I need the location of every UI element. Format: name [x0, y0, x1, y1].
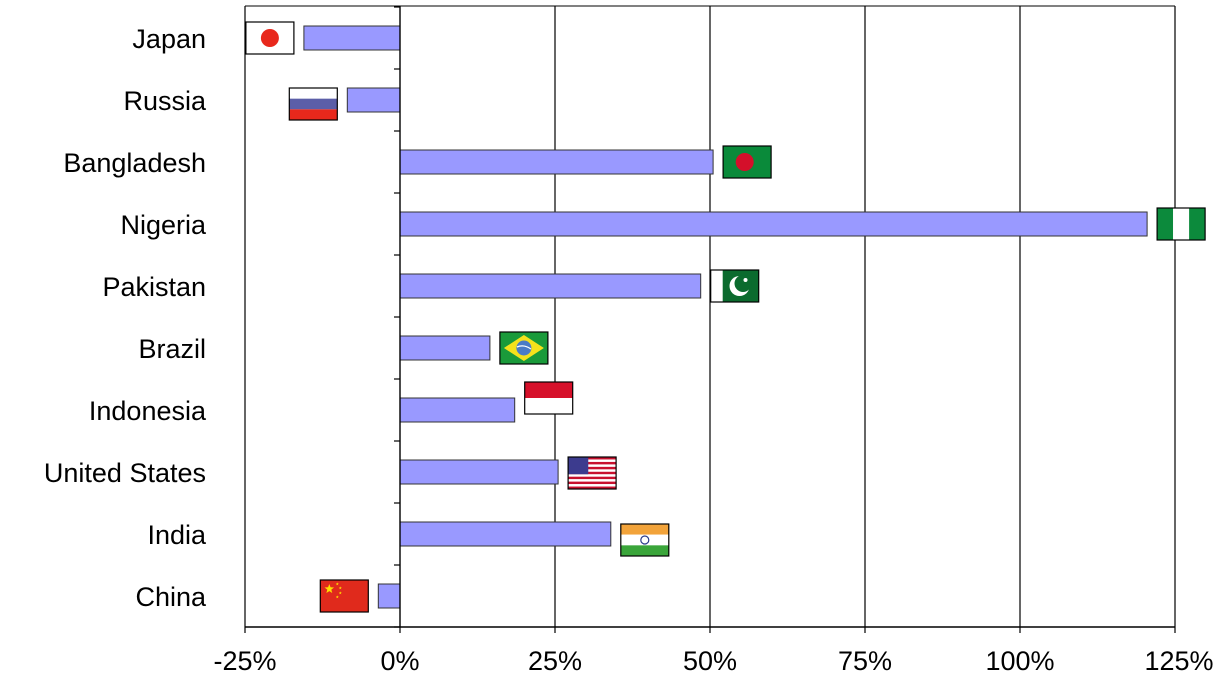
category-label: Brazil: [138, 334, 206, 364]
x-tick-label: 0%: [380, 646, 419, 674]
united-states-flag-icon: [567, 456, 617, 490]
bar-indonesia: [399, 397, 516, 423]
category-label: Bangladesh: [63, 148, 206, 178]
x-tick-label: 125%: [1144, 646, 1213, 674]
russia-flag-icon: [288, 87, 338, 121]
bar-india: [399, 521, 612, 547]
x-tick-label: 100%: [985, 646, 1054, 674]
category-label: Japan: [132, 24, 206, 54]
bangladesh-flag-icon: [722, 145, 772, 179]
india-flag-icon: [620, 523, 670, 557]
bar-nigeria: [399, 211, 1148, 237]
indonesia-flag-icon: [524, 381, 574, 415]
pakistan-flag-icon: [710, 269, 760, 303]
category-label: Indonesia: [89, 396, 207, 426]
brazil-flag-icon: [499, 331, 549, 365]
flags: [245, 21, 1206, 613]
x-tick-label: 25%: [528, 646, 582, 674]
category-label: India: [147, 520, 207, 550]
axes: [244, 6, 1176, 633]
bar-pakistan: [399, 273, 702, 299]
tick-labels: -25% 0% 25% 50% 75% 100% 125%: [213, 646, 1213, 674]
japan-flag-icon: [245, 21, 295, 55]
bars: [303, 25, 1148, 609]
category-label: China: [135, 582, 207, 612]
category-label: Russia: [123, 86, 207, 116]
nigeria-flag-icon: [1156, 207, 1206, 241]
x-tick-label: -25%: [213, 646, 276, 674]
category-label: United States: [44, 458, 206, 488]
bar-russia: [346, 87, 401, 113]
bar-brazil: [399, 335, 491, 361]
bar-united-states: [399, 459, 559, 485]
bar-china: [377, 583, 401, 609]
china-flag-icon: [319, 579, 369, 613]
category-label: Nigeria: [120, 210, 207, 240]
x-tick-label: 75%: [838, 646, 892, 674]
bar-bangladesh: [399, 149, 714, 175]
category-labels: Japan Russia Bangladesh Nigeria Pakistan Braz…: [44, 24, 207, 612]
category-label: Pakistan: [102, 272, 206, 302]
bar-japan: [303, 25, 401, 51]
x-tick-label: 50%: [683, 646, 737, 674]
